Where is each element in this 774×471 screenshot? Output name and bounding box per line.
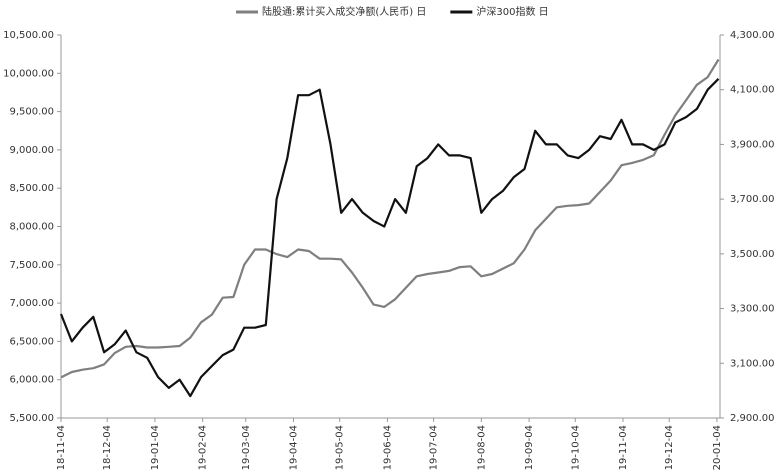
series-line xyxy=(59,78,720,398)
y2-tick-label: 3,100.00 xyxy=(730,358,774,369)
y-tick-label: 10,000.00 xyxy=(3,68,54,79)
y-tick-label: 8,500.00 xyxy=(9,183,54,194)
x-tick-label: 2019-04-04 xyxy=(288,425,299,471)
legend-label: 沪深300指数 日 xyxy=(476,5,548,18)
x-tick-label: 2018-12-04 xyxy=(102,425,113,471)
y2-tick-label: 4,100.00 xyxy=(730,85,774,96)
x-tick-label: 2019-01-04 xyxy=(150,425,161,471)
x-tick-label: 2018-11-04 xyxy=(56,425,67,471)
x-tick-label: 2019-12-04 xyxy=(664,425,675,471)
y2-tick-label: 4,300.00 xyxy=(730,30,774,41)
y2-tick-label: 3,700.00 xyxy=(730,194,774,205)
y-tick-label: 7,000.00 xyxy=(9,298,54,309)
x-tick-label: 2019-06-04 xyxy=(382,425,393,471)
y-tick-label: 8,000.00 xyxy=(9,222,54,233)
y-tick-label: 6,000.00 xyxy=(9,375,54,386)
y-tick-label: 9,000.00 xyxy=(9,145,54,156)
y2-tick-label: 3,300.00 xyxy=(730,304,774,315)
series-line xyxy=(60,58,720,379)
legend-label: 陆股通:累计买入成交净额(人民币) 日 xyxy=(262,5,426,18)
x-tick-label: 2019-11-04 xyxy=(618,425,629,471)
y2-tick-label: 3,500.00 xyxy=(730,249,774,260)
y-tick-label: 5,500.00 xyxy=(9,413,54,424)
x-tick-label: 2019-05-04 xyxy=(335,425,346,471)
x-tick-label: 2019-03-04 xyxy=(241,425,252,471)
x-tick-label: 2019-02-04 xyxy=(198,425,209,471)
x-tick-label: 2019-07-04 xyxy=(429,425,440,471)
y-tick-label: 9,500.00 xyxy=(9,107,54,118)
x-tick-label: 2019-10-04 xyxy=(570,425,581,471)
y2-tick-label: 3,900.00 xyxy=(730,139,774,150)
y-tick-label: 10,500.00 xyxy=(3,30,54,41)
y2-tick-label: 2,900.00 xyxy=(730,413,774,424)
x-tick-label: 2019-09-04 xyxy=(524,425,535,471)
x-tick-label: 2020-01-04 xyxy=(712,425,723,471)
y-tick-label: 6,500.00 xyxy=(9,336,54,347)
y-tick-label: 7,500.00 xyxy=(9,260,54,271)
x-tick-label: 2019-08-04 xyxy=(476,425,487,471)
